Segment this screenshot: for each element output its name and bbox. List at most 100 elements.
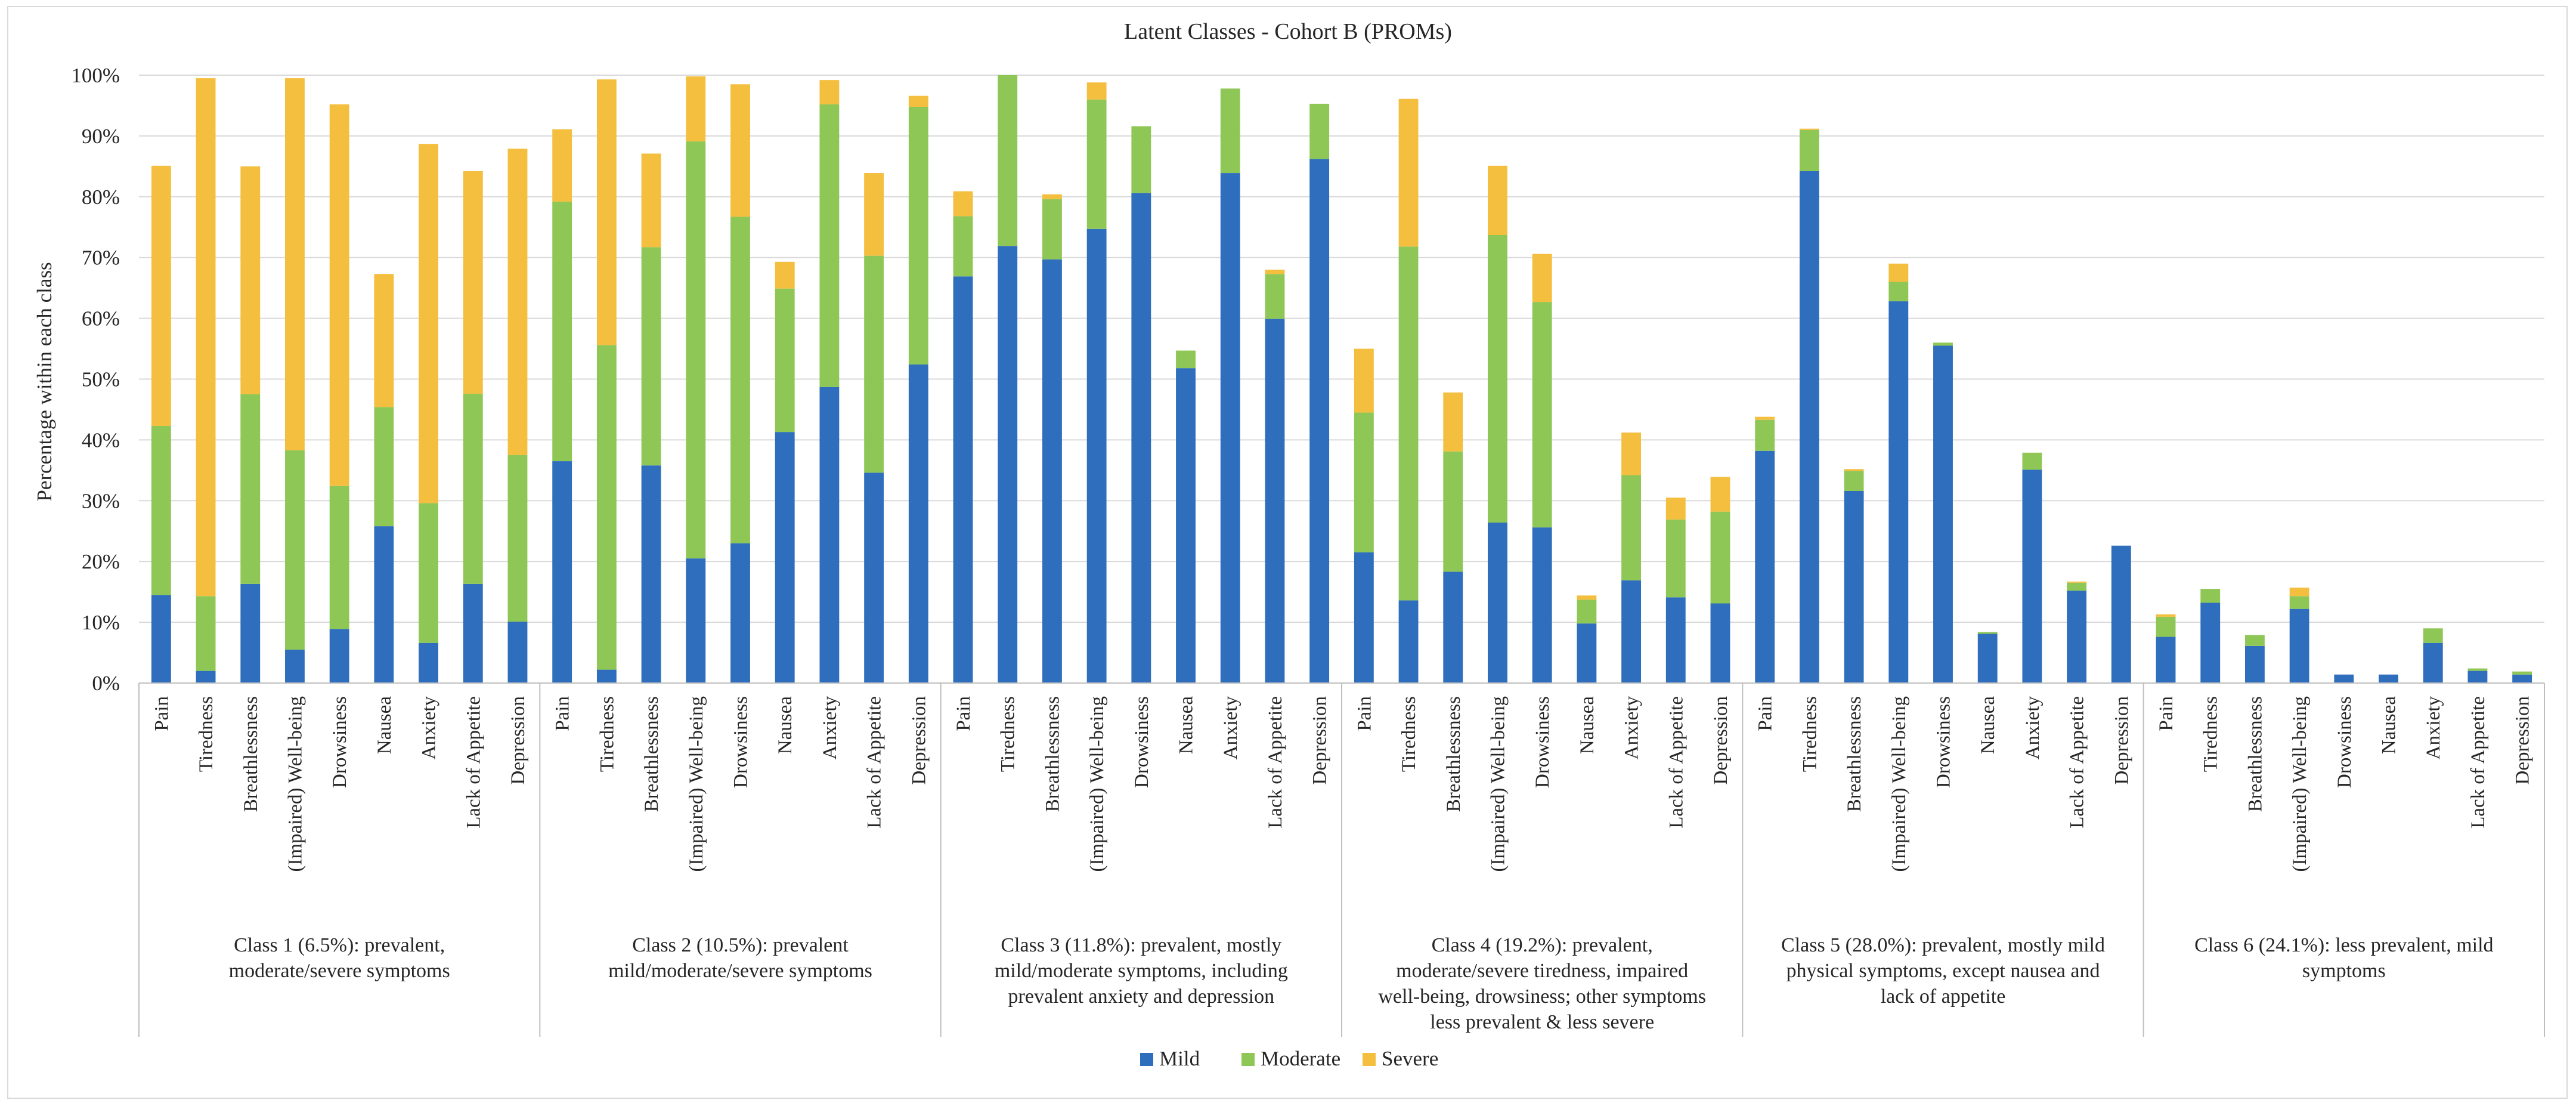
- bar-severe: [1799, 128, 1819, 130]
- x-tick-label: Breathlessness: [240, 696, 262, 812]
- bar-moderate: [730, 217, 750, 543]
- x-tick-label: Pain: [151, 696, 172, 731]
- bar-mild: [2022, 469, 2042, 683]
- group-label: Class 5 (28.0%): prevalent, mostly mild: [1781, 934, 2105, 956]
- bar-severe: [596, 79, 617, 345]
- group-label: Class 4 (19.2%): prevalent,: [1432, 934, 1653, 956]
- bar-severe: [552, 129, 572, 202]
- x-tick-label: Pain: [552, 696, 574, 731]
- bar-moderate: [1354, 412, 1374, 552]
- x-tick-label: Drowsiness: [1532, 696, 1553, 788]
- bar-mild: [2289, 608, 2309, 683]
- x-tick-label: Drowsiness: [1131, 696, 1153, 788]
- bar-mild: [1488, 522, 1507, 683]
- bar-moderate: [1933, 342, 1953, 346]
- bar-moderate: [596, 345, 617, 670]
- bar-moderate: [507, 455, 528, 622]
- bar-mild: [953, 276, 973, 683]
- x-tick-label: (Impaired) Well-being: [686, 696, 707, 872]
- bar-mild: [329, 629, 349, 683]
- x-tick-label: Pain: [1354, 696, 1375, 731]
- legend-label-moderate: Moderate: [1261, 1047, 1340, 1070]
- bar-moderate: [552, 201, 572, 462]
- x-tick-label: Lack of Appetite: [1665, 696, 1687, 829]
- group-label: Class 2 (10.5%): prevalent: [632, 934, 849, 956]
- group-label: mild/moderate symptoms, including: [995, 960, 1288, 982]
- bar-severe: [1488, 165, 1507, 235]
- x-tick-label: Depression: [507, 696, 529, 784]
- bar-mild: [2156, 637, 2176, 683]
- x-tick-label: (Impaired) Well-being: [1888, 696, 1910, 872]
- bar-moderate: [151, 425, 171, 595]
- bar-mild: [1354, 552, 1374, 683]
- x-tick-label: Breathlessness: [2244, 696, 2266, 812]
- group-label: prevalent anxiety and depression: [1008, 985, 1275, 1008]
- x-tick-label: (Impaired) Well-being: [284, 696, 306, 872]
- x-tick-label: Pain: [1755, 696, 1776, 731]
- bar-mild: [2244, 645, 2265, 683]
- bar-moderate: [2289, 596, 2309, 609]
- bar-mild: [463, 583, 483, 683]
- bar-mild: [1977, 634, 1998, 683]
- bar-mild: [419, 642, 439, 683]
- group-label: less prevalent & less severe: [1430, 1011, 1654, 1033]
- bar-mild: [775, 432, 795, 683]
- x-tick-label: Anxiety: [1220, 696, 1241, 760]
- bar-moderate: [1799, 129, 1819, 172]
- bar-mild: [1265, 319, 1285, 683]
- x-tick-label: Nausea: [1176, 696, 1197, 754]
- bar-mild: [1131, 193, 1151, 683]
- bar-moderate: [2156, 616, 2176, 637]
- bar-mild: [1042, 259, 1062, 684]
- bar-mild: [1220, 173, 1240, 684]
- y-tick-label: 90%: [82, 125, 120, 148]
- x-tick-label: Nausea: [775, 696, 796, 754]
- bar-mild: [151, 595, 171, 683]
- bar-moderate: [285, 450, 305, 650]
- bar-mild: [1443, 571, 1463, 683]
- bar-mild: [1398, 600, 1419, 683]
- bar-moderate: [1977, 632, 1998, 634]
- x-tick-label: Pain: [953, 696, 974, 731]
- bar-severe: [2289, 588, 2309, 597]
- bar-mild: [2379, 674, 2398, 683]
- bar-severe: [419, 144, 439, 503]
- bar-severe: [1532, 254, 1552, 302]
- bar-mild: [1176, 368, 1196, 683]
- bar-moderate: [1042, 199, 1062, 259]
- legend-swatch-mild: [1140, 1053, 1153, 1066]
- bar-mild: [908, 364, 928, 683]
- bar-moderate: [374, 407, 394, 527]
- bar-mild: [240, 583, 261, 683]
- bar-severe: [953, 191, 973, 217]
- x-tick-label: Depression: [1309, 696, 1331, 784]
- bar-mild: [2512, 674, 2532, 683]
- x-tick-label: Nausea: [1577, 696, 1598, 754]
- bar-moderate: [775, 288, 795, 432]
- bar-severe: [329, 104, 349, 486]
- x-tick-label: Anxiety: [2022, 696, 2044, 760]
- bar-severe: [1265, 270, 1285, 274]
- group-label: symptoms: [2302, 960, 2386, 982]
- legend-label-mild: Mild: [1159, 1047, 1200, 1070]
- bar-severe: [374, 274, 394, 407]
- x-tick-label: Pain: [2156, 696, 2177, 731]
- x-tick-label: Drowsiness: [329, 696, 351, 788]
- y-tick-label: 10%: [82, 611, 120, 634]
- group-label: physical symptoms, except nausea and: [1787, 960, 2100, 982]
- y-tick-label: 50%: [82, 368, 120, 391]
- y-tick-label: 80%: [82, 186, 120, 209]
- x-tick-label: Lack of Appetite: [1265, 696, 1286, 829]
- bar-mild: [1532, 527, 1552, 683]
- x-tick-label: Breathlessness: [1844, 696, 1865, 812]
- bar-moderate: [1309, 103, 1330, 159]
- x-tick-label: Tiredness: [596, 696, 618, 772]
- bar-mild: [1665, 597, 1686, 683]
- bar-moderate: [953, 216, 973, 277]
- bar-severe: [1398, 98, 1419, 247]
- x-tick-label: Depression: [2512, 696, 2534, 784]
- group-label: lack of appetite: [1881, 985, 2006, 1008]
- bar-mild: [507, 622, 528, 683]
- bar-mild: [552, 461, 572, 683]
